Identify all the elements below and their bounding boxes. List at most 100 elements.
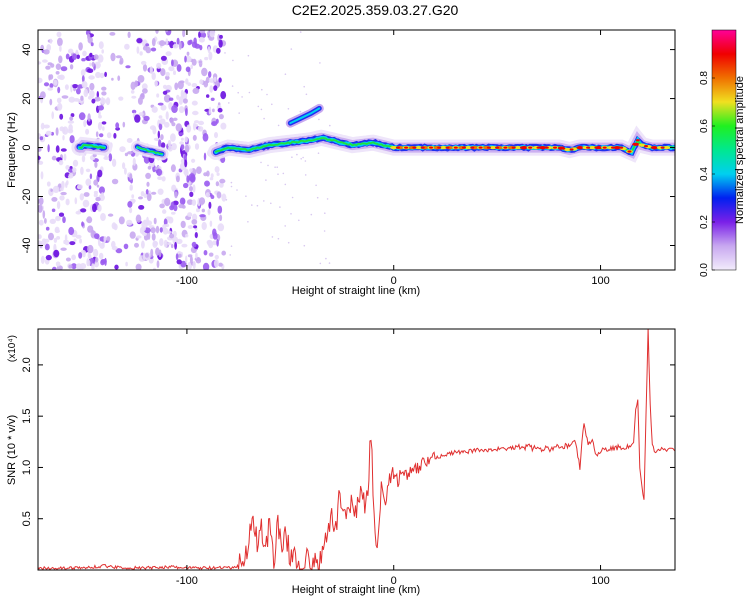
noise-blob	[181, 92, 188, 101]
snr-x-axis-label: Height of straight line (km)	[292, 584, 420, 596]
noise-blob	[59, 126, 65, 132]
noise-blob	[50, 188, 53, 192]
ridge-peak	[489, 146, 497, 150]
noise-blob	[184, 144, 190, 153]
noise-blob	[208, 201, 212, 209]
colorbar-tick-label: 0.0	[699, 263, 710, 277]
noise-blob	[143, 115, 150, 121]
noise-dot	[277, 237, 280, 240]
noise-blob	[176, 259, 182, 265]
noise-dot	[300, 158, 303, 160]
noise-blob	[156, 168, 163, 176]
ridge-peak	[390, 146, 398, 150]
noise-dot	[266, 93, 268, 96]
ridge-peak	[638, 143, 646, 147]
noise-blob	[154, 80, 158, 87]
noise-blob	[113, 132, 117, 139]
noise-blob	[215, 181, 220, 187]
noise-blob	[190, 64, 193, 70]
noise-blob	[180, 220, 186, 229]
noise-blob	[213, 259, 219, 268]
noise-blob	[38, 234, 42, 240]
noise-dot	[310, 213, 313, 216]
noise-dot	[277, 124, 280, 127]
noise-blob	[46, 181, 51, 187]
noise-dot	[247, 54, 250, 57]
noise-blob	[96, 91, 100, 99]
noise-blob	[189, 256, 193, 264]
noise-blob	[182, 98, 188, 104]
noise-blob	[156, 260, 160, 268]
noise-blob	[140, 226, 146, 232]
ridge-peak	[564, 147, 571, 152]
noise-blob	[170, 164, 176, 173]
noise-blob	[160, 104, 167, 111]
noise-blob	[157, 188, 164, 195]
noise-blob	[57, 102, 63, 111]
noise-blob	[52, 185, 60, 193]
noise-blob	[164, 197, 171, 207]
noise-blob	[159, 118, 166, 125]
noise-blob	[56, 97, 62, 104]
noise-blob	[171, 59, 174, 67]
noise-blob	[185, 234, 189, 238]
noise-blob	[72, 53, 77, 60]
noise-blob	[111, 158, 117, 167]
noise-blob	[156, 62, 162, 69]
noise-blob	[201, 208, 205, 213]
snr-axes: -100 0 100 0.5 1.0 1.5 2.0	[21, 329, 675, 587]
noise-blob	[88, 75, 95, 80]
noise-blob	[162, 209, 167, 214]
noise-blob	[118, 216, 125, 225]
noise-blob	[125, 261, 128, 267]
noise-blob	[210, 173, 214, 178]
noise-blob	[168, 97, 174, 101]
noise-blob	[89, 52, 93, 58]
noise-blob	[53, 79, 58, 86]
noise-blob	[179, 141, 185, 145]
noise-blob	[217, 223, 225, 232]
noise-blob	[159, 203, 165, 209]
noise-blob	[160, 55, 167, 61]
noise-blob	[68, 226, 75, 236]
ridge-peak-core	[652, 146, 657, 149]
noise-blob	[155, 225, 160, 234]
noise-blob	[155, 137, 159, 142]
noise-blob	[119, 146, 126, 153]
noise-blob	[219, 214, 223, 221]
noise-dot	[291, 196, 294, 199]
noise-blob	[198, 197, 206, 205]
noise-dot	[247, 221, 249, 223]
noise-blob	[194, 232, 198, 239]
noise-blob	[49, 98, 53, 106]
ridge-peak-core	[486, 146, 491, 149]
noise-dot	[324, 212, 326, 214]
noise-blob	[64, 84, 69, 90]
noise-blob	[147, 165, 152, 170]
spectrogram-y-axis-label: Frequency (Hz)	[6, 112, 18, 188]
noise-blob	[185, 108, 188, 116]
noise-dot	[304, 174, 307, 176]
noise-blob	[205, 76, 210, 84]
noise-blob	[138, 205, 145, 210]
noise-blob	[214, 132, 218, 139]
snr-series-line	[38, 329, 675, 570]
noise-blob	[214, 166, 220, 173]
spectrogram-x-axis-label: Height of straight line (km)	[292, 285, 420, 297]
colorbar-label: Normalized spectral amplitude	[734, 76, 746, 224]
noise-blob	[217, 107, 223, 113]
noise-blob	[98, 41, 104, 49]
noise-blob	[70, 84, 73, 93]
noise-blob	[83, 119, 87, 128]
noise-blob	[162, 90, 168, 95]
noise-blob	[81, 155, 86, 163]
noise-dot	[296, 153, 298, 156]
noise-blob	[191, 241, 197, 248]
noise-dot	[319, 262, 322, 265]
noise-blob	[78, 112, 86, 121]
colorbar-gradient	[711, 29, 737, 271]
noise-blob	[72, 159, 79, 167]
noise-blob	[80, 166, 84, 175]
noise-dot	[299, 110, 302, 113]
colorbar-ticks: 0.0 0.2 0.4 0.6 0.8	[699, 71, 715, 277]
